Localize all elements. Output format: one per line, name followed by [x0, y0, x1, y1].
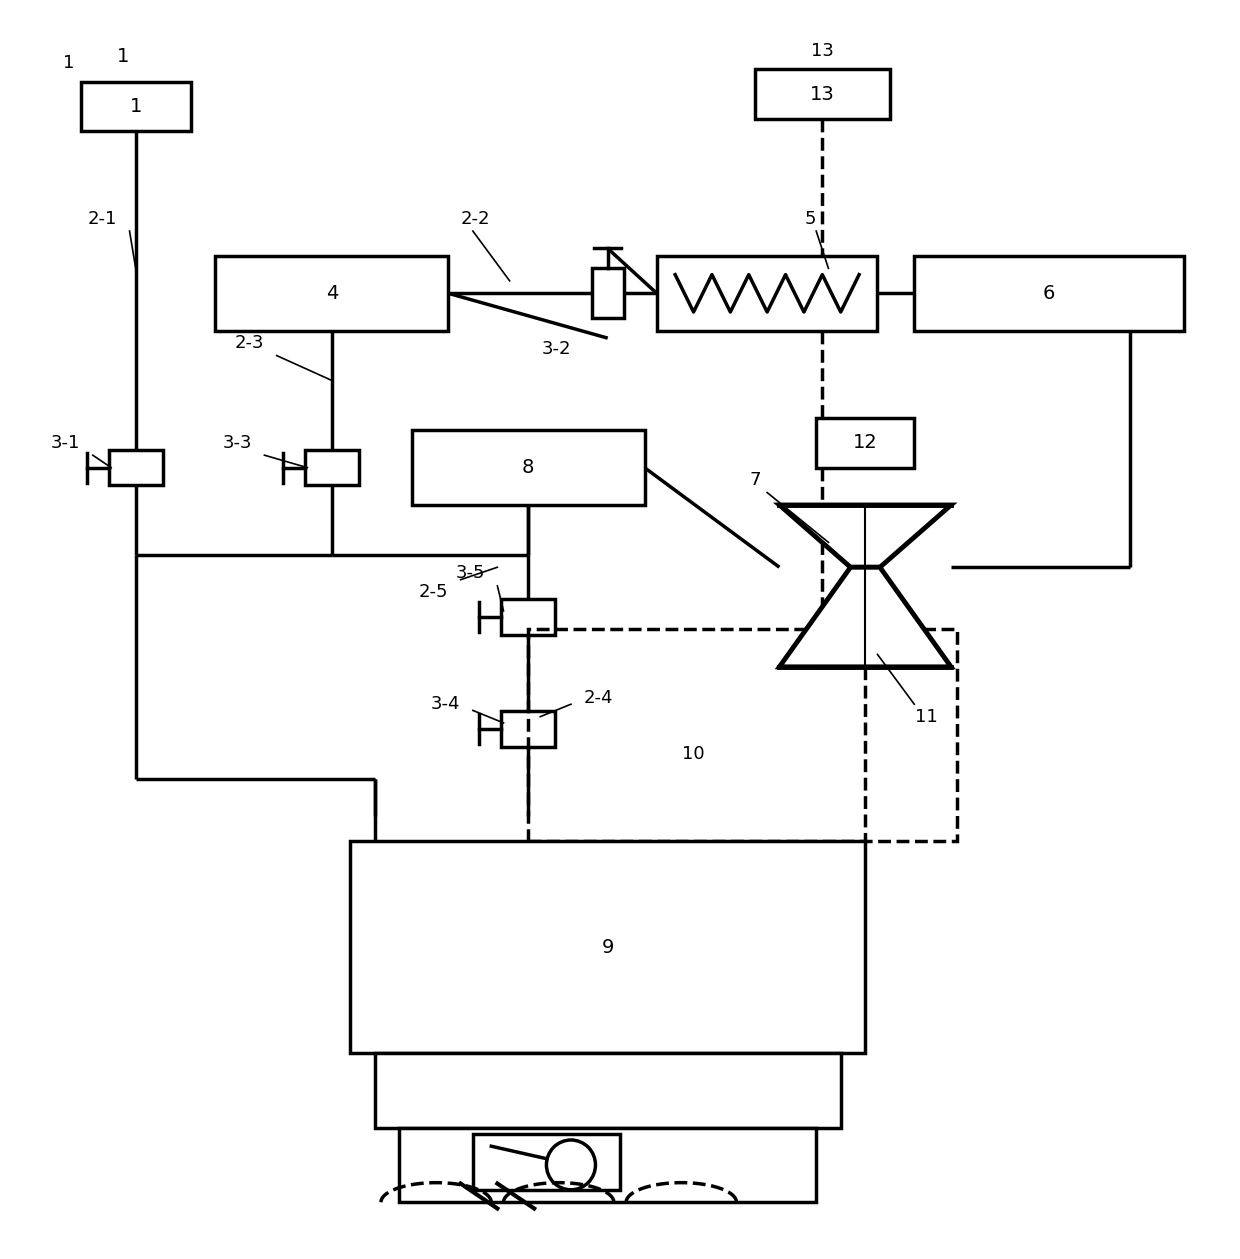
Text: 6: 6 — [1043, 283, 1055, 303]
Text: 3-1: 3-1 — [51, 434, 81, 452]
Text: 2-3: 2-3 — [234, 334, 264, 353]
Text: 13: 13 — [810, 84, 835, 103]
Bar — [816, 418, 914, 467]
Polygon shape — [780, 568, 951, 667]
Bar — [591, 268, 624, 319]
Bar — [305, 449, 358, 486]
Text: 2-1: 2-1 — [88, 209, 118, 228]
Text: 5: 5 — [805, 209, 816, 228]
Bar — [501, 599, 556, 635]
Bar — [501, 711, 556, 747]
Text: 3-3: 3-3 — [223, 434, 252, 452]
Text: 3-2: 3-2 — [542, 340, 570, 359]
Bar — [350, 841, 866, 1053]
Bar — [755, 69, 890, 120]
Bar — [528, 630, 957, 841]
Bar — [472, 1134, 620, 1190]
Text: 3-5: 3-5 — [455, 564, 485, 583]
Text: 3-4: 3-4 — [432, 695, 460, 713]
Bar — [399, 1128, 816, 1202]
Text: 2-5: 2-5 — [419, 583, 449, 601]
Text: 4: 4 — [326, 283, 339, 303]
Bar — [374, 1053, 841, 1128]
Text: 13: 13 — [811, 42, 833, 59]
Text: 1: 1 — [129, 97, 141, 116]
Bar — [216, 256, 449, 331]
Text: 7: 7 — [749, 471, 760, 488]
Text: 2-4: 2-4 — [583, 689, 613, 708]
Polygon shape — [780, 505, 951, 568]
Bar — [914, 256, 1184, 331]
Bar — [657, 256, 878, 331]
Text: 11: 11 — [915, 708, 937, 725]
Bar — [81, 82, 191, 131]
Text: 1: 1 — [118, 48, 130, 67]
Bar — [412, 431, 645, 505]
Bar — [109, 449, 162, 486]
Text: 9: 9 — [601, 938, 614, 957]
Text: 12: 12 — [853, 433, 878, 452]
Text: 10: 10 — [682, 745, 704, 763]
Text: 1: 1 — [62, 54, 74, 72]
Text: 2-2: 2-2 — [460, 209, 490, 228]
Text: 8: 8 — [522, 458, 534, 477]
